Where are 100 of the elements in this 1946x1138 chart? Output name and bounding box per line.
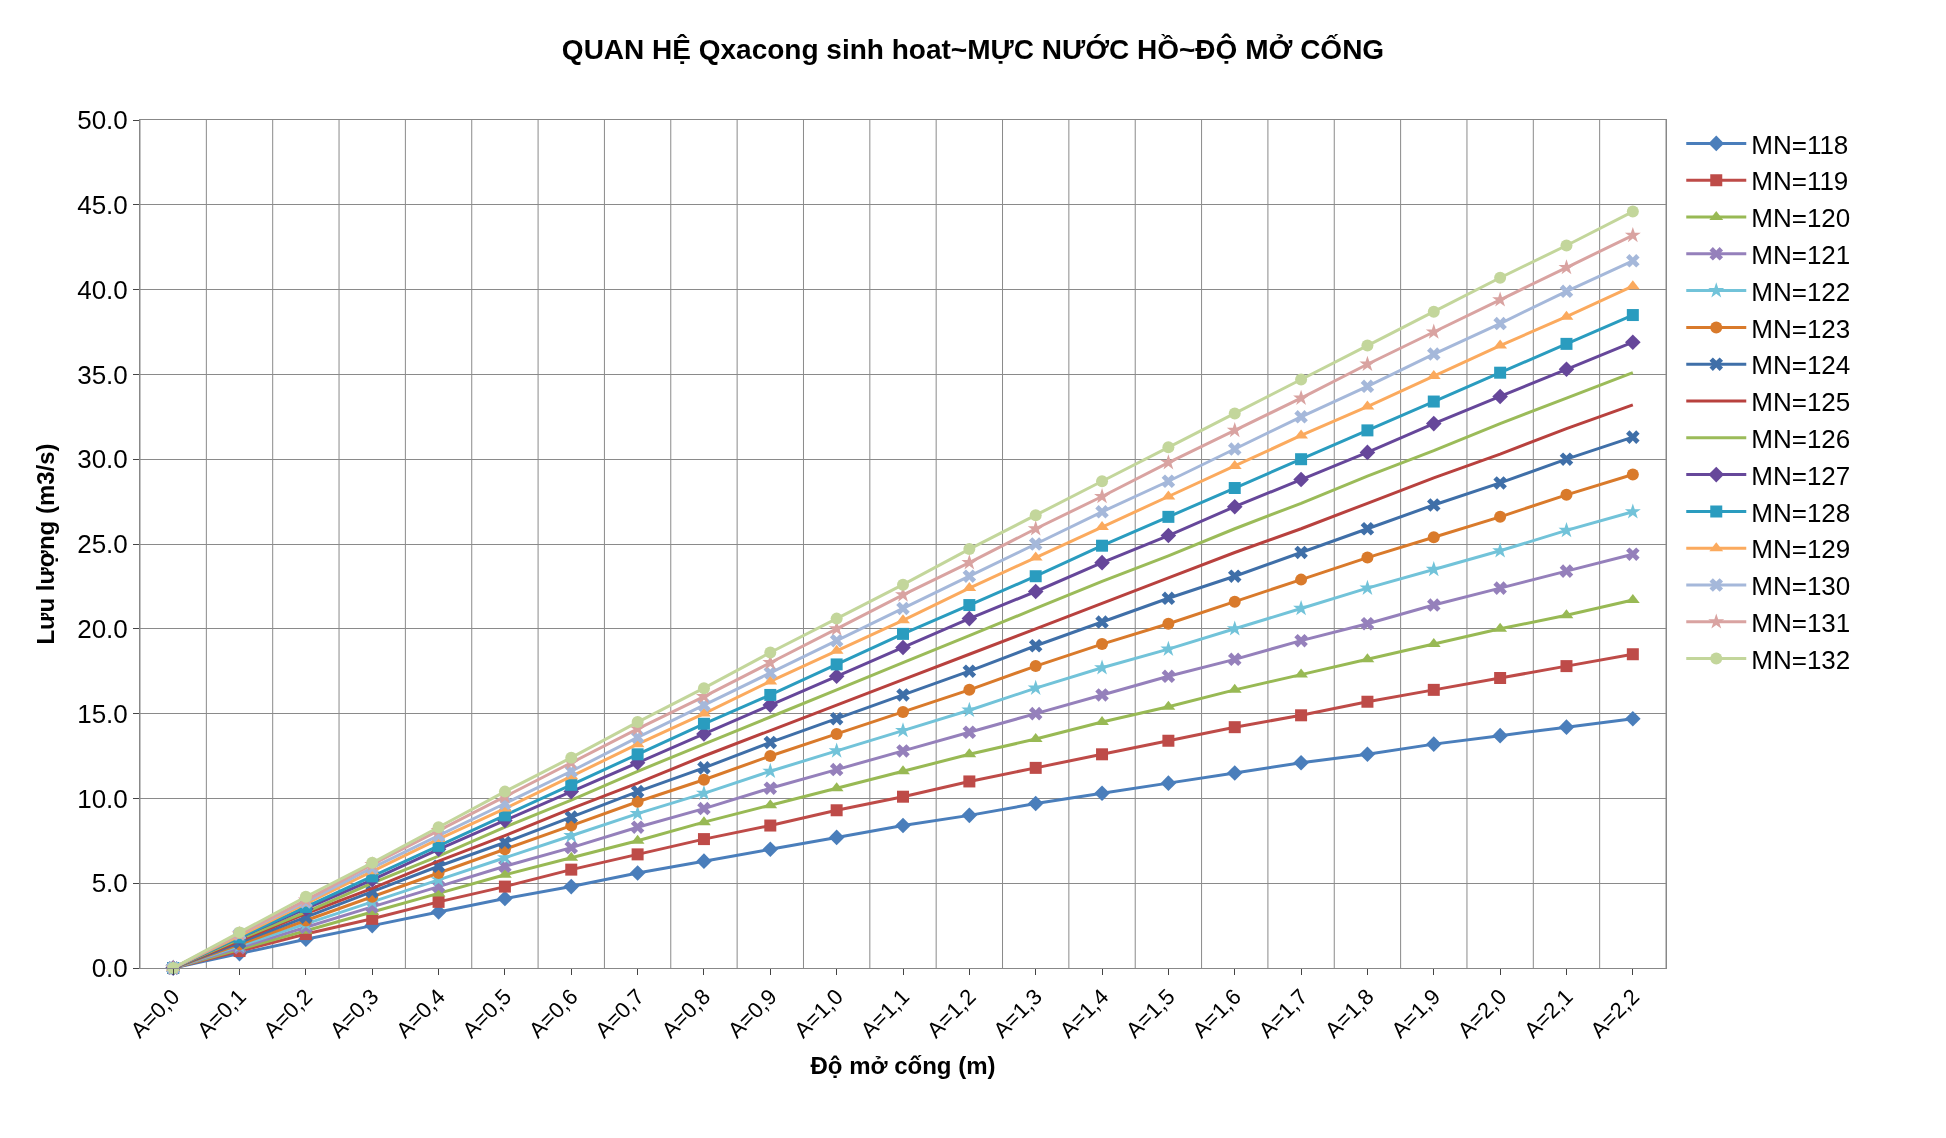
legend-label: MN=124 [1751, 350, 1851, 381]
point [1359, 355, 1376, 372]
point [1227, 442, 1242, 456]
point [1094, 785, 1110, 802]
point [1427, 305, 1440, 318]
point [1027, 583, 1044, 600]
point [1294, 410, 1308, 424]
point [1494, 671, 1507, 684]
point [1095, 615, 1109, 629]
point [1228, 407, 1241, 420]
point [1493, 581, 1507, 595]
point [1295, 573, 1308, 586]
point [1425, 736, 1442, 752]
point [1360, 521, 1375, 536]
point [1560, 660, 1573, 673]
point [1558, 719, 1575, 735]
point [697, 717, 710, 730]
point [1559, 452, 1574, 466]
point [1096, 638, 1109, 651]
legend-label: MN=119 [1751, 166, 1849, 197]
legend-label: MN=132 [1751, 644, 1851, 675]
point [828, 668, 845, 685]
point [697, 682, 710, 695]
y-tick-label: 25.0 [77, 529, 128, 560]
point [1095, 688, 1109, 702]
point [764, 819, 777, 832]
point [962, 725, 977, 740]
y-tick-label: 40.0 [77, 274, 128, 305]
point [631, 716, 644, 729]
point [828, 829, 845, 846]
point [1161, 669, 1176, 684]
point [1494, 271, 1507, 284]
point [1359, 746, 1376, 763]
point [1626, 253, 1640, 268]
point [1492, 291, 1509, 307]
point [1160, 527, 1177, 544]
point [565, 751, 578, 764]
y-tick-label: 50.0 [77, 105, 128, 136]
point [1427, 347, 1441, 361]
point [1626, 430, 1640, 444]
point [1359, 444, 1376, 461]
point [1295, 373, 1308, 386]
point [1029, 761, 1042, 774]
x-axis-title: Độ mở cống (m) [810, 1052, 996, 1080]
point [1427, 598, 1441, 612]
point [961, 554, 978, 570]
legend-label: MN=123 [1751, 313, 1851, 344]
point [764, 688, 777, 701]
point [631, 748, 644, 761]
point [1161, 474, 1176, 489]
point [963, 775, 976, 788]
y-tick-label: 45.0 [77, 189, 128, 220]
point [895, 639, 911, 656]
point [1427, 395, 1440, 408]
legend-label: MN=127 [1751, 460, 1851, 491]
point [1029, 660, 1042, 673]
point [962, 664, 977, 678]
point [1624, 226, 1641, 243]
point [1293, 471, 1309, 488]
point [1559, 284, 1574, 299]
point [1427, 531, 1440, 544]
point [1427, 683, 1440, 696]
point [896, 688, 910, 702]
point [961, 807, 978, 824]
y-tick-label: 5.0 [91, 868, 128, 899]
point [1560, 488, 1573, 501]
point [1425, 323, 1442, 339]
point [963, 683, 976, 696]
point [830, 612, 843, 625]
point [1028, 638, 1043, 653]
point [897, 578, 909, 591]
point [498, 880, 511, 893]
point [1161, 591, 1176, 606]
point [1626, 205, 1639, 218]
point [1361, 424, 1374, 437]
point [1492, 388, 1508, 405]
point [1096, 475, 1109, 488]
point [564, 840, 579, 855]
point [1226, 765, 1243, 781]
point [1162, 441, 1175, 454]
point [830, 804, 843, 817]
point [697, 761, 711, 775]
y-axis-title: Lưu lượng (m3/s) [32, 443, 60, 645]
point [1624, 503, 1641, 519]
point [1028, 706, 1043, 721]
point [1029, 570, 1042, 583]
point [830, 658, 843, 671]
point [1096, 539, 1109, 552]
point [1027, 520, 1044, 536]
point [1095, 521, 1109, 531]
legend-label: MN=128 [1751, 497, 1851, 528]
point [1228, 721, 1241, 734]
point [897, 627, 909, 640]
chart-title: QUAN HỆ Qxacong sinh hoat~MỰC NƯỚC HỒ~ĐỘ MỞ CỐNG [561, 33, 1385, 66]
point [1226, 498, 1243, 515]
point [1162, 617, 1175, 630]
point [497, 890, 513, 907]
point [1626, 547, 1640, 561]
point [629, 865, 646, 881]
point [1027, 795, 1044, 812]
